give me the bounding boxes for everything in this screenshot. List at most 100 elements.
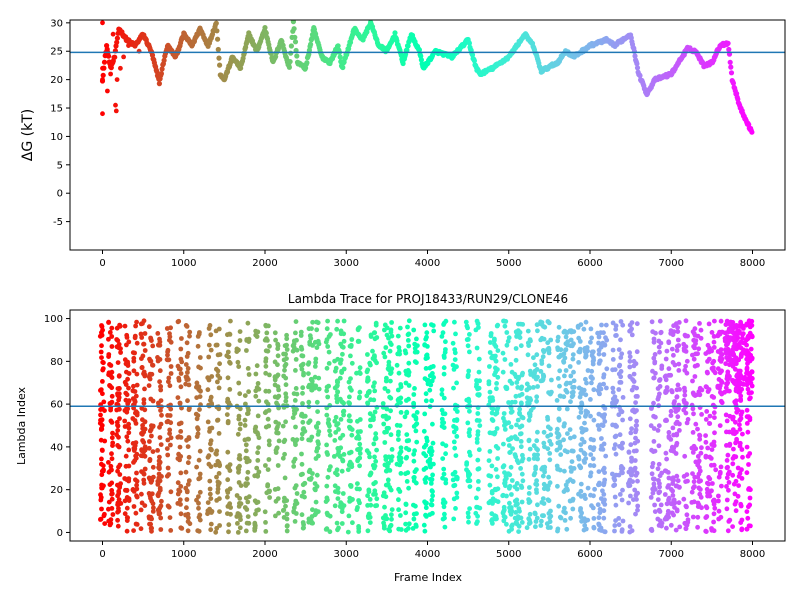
lambda-point [325,474,331,480]
lambda-point [655,386,661,391]
lambda-point [541,429,547,435]
lambda-point [610,400,615,406]
lambda-point [514,458,520,463]
lambda-point [372,380,377,386]
lambda-point [488,340,493,345]
lambda-point [652,359,658,365]
lambda-point [502,419,507,424]
lambda-point [348,483,353,488]
lambda-point [397,462,403,468]
lambda-point [710,481,715,486]
lambda-point [326,361,332,366]
lambda-point [534,398,539,404]
lambda-point [429,502,435,508]
y-tick-label: 0 [57,189,63,200]
lambda-point [534,394,540,400]
lambda-point [168,364,174,369]
lambda-point [106,469,112,475]
lambda-point [430,510,435,516]
lambda-point [208,521,214,527]
lambda-point [283,394,289,400]
lambda-point [724,506,730,512]
lambda-point [197,448,203,454]
lambda-point [312,385,318,391]
lambda-point [159,498,164,504]
lambda-point [576,454,581,459]
lambda-point [109,385,115,391]
lambda-point [98,517,103,522]
lambda-point [527,413,533,419]
lambda-point [683,479,688,484]
lambda-point [255,413,261,419]
lambda-point [740,454,745,460]
lambda-point [396,370,402,376]
lambda-x-ticks: 0 1000 2000 3000 4000 5000 6000 7000 8000 [99,541,765,560]
lambda-point [527,499,533,504]
lambda-point [620,441,625,446]
lambda-point [306,519,312,525]
lambda-point [597,527,602,533]
lambda-point [284,356,289,361]
lambda-point [341,366,347,372]
lambda-point [488,473,494,479]
lambda-point [164,419,170,425]
lambda-point [167,431,173,436]
lambda-point [357,451,363,456]
lambda-point [427,449,432,455]
lambda-point [718,355,723,360]
lambda-point [357,441,363,447]
lambda-point [150,464,156,470]
lambda-point [517,330,523,335]
lambda-point [684,358,690,364]
x-tick-label: 0 [99,549,105,560]
lambda-point [591,387,597,393]
lambda-point [454,417,460,422]
lambda-point [427,460,433,466]
lambda-point [657,509,663,514]
lambda-point [167,515,173,520]
lambda-point [649,319,655,325]
lambda-point [98,349,104,355]
lambda-point [214,498,220,503]
lambda-point [545,484,550,489]
lambda-point [225,504,231,509]
lambda-point [225,349,231,355]
lambda-points [97,318,755,535]
lambda-point [465,420,471,426]
lambda-point [513,346,519,351]
lambda-point [674,432,680,438]
lambda-point [142,466,148,472]
lambda-point [374,447,379,453]
lambda-point [197,330,202,335]
lambda-point [561,359,567,365]
lambda-point [402,414,408,420]
lambda-point [389,454,395,460]
lambda-point [548,513,554,519]
lambda-point [282,367,287,373]
lambda-point [312,364,318,369]
lambda-point [349,360,355,366]
lambda-point [631,384,637,390]
lambda-point [746,390,752,396]
lambda-point [749,323,755,328]
lambda-point [372,409,378,415]
lambda-point [570,448,576,454]
lambda-point [387,348,393,354]
lambda-point [517,424,523,430]
lambda-point [502,480,507,486]
lambda-point [141,439,147,445]
delta-g-point [114,35,120,41]
lambda-point [631,379,637,384]
lambda-point [175,480,181,486]
lambda-point [124,335,130,340]
lambda-point [601,482,607,488]
lambda-point [534,367,540,372]
delta-g-point [337,54,343,60]
lambda-point [132,333,138,339]
lambda-point [122,357,128,363]
lambda-point [441,466,447,472]
lambda-point [139,405,145,411]
lambda-point [745,453,751,459]
lambda-point [585,348,590,354]
lambda-point [134,319,140,325]
